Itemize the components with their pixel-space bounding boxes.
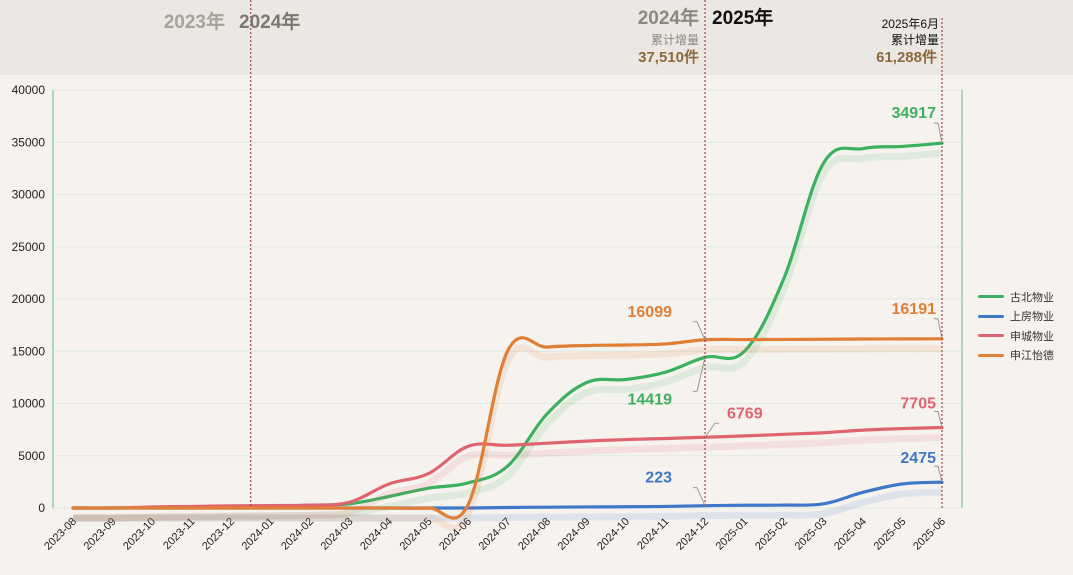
x-tick-label: 2024-12 <box>674 516 711 553</box>
cum-2025-value: 61,288件 <box>876 48 937 66</box>
legend-item[interactable]: 申江怡德 <box>978 346 1054 366</box>
x-tick-label: 2025-05 <box>872 516 909 553</box>
y-tick-label: 15000 <box>12 344 46 358</box>
x-tick-label: 2025-06 <box>911 516 948 553</box>
annotation-label: 2475 <box>900 450 936 467</box>
header-band <box>0 0 1073 75</box>
series-line-4 <box>71 336 944 520</box>
annotation-leader <box>693 357 706 392</box>
cum-2024-label: 累计增量 <box>651 33 699 47</box>
legend-swatch <box>978 334 1004 338</box>
annotation-leader <box>934 465 943 483</box>
cum-2024-value: 37,510件 <box>638 48 699 66</box>
annotation-label: 16191 <box>892 301 937 318</box>
legend-item[interactable]: 申城物业 <box>978 326 1054 346</box>
series-shadow <box>72 149 943 522</box>
legend-swatch <box>978 295 1004 299</box>
year-2023-label: 2023年 <box>164 10 225 33</box>
legend-label: 申城物业 <box>1010 330 1054 343</box>
y-tick-label: 20000 <box>12 292 46 306</box>
y-tick-label: 10000 <box>12 397 46 411</box>
annotation-leader <box>934 318 943 339</box>
year-2024-label: 2024年 <box>239 10 300 33</box>
annotation-label: 34917 <box>892 105 937 122</box>
cum-2025-label: 累计增量 <box>891 33 939 47</box>
legend-item[interactable]: 古北物业 <box>978 287 1054 307</box>
year-2025-label: 2025年 <box>712 6 773 29</box>
cum-2025-title: 2025年6月 <box>882 17 939 31</box>
y-tick-label: 40000 <box>12 83 46 97</box>
year-2024-right-label: 2024年 <box>638 6 699 29</box>
series-shadow <box>72 433 943 522</box>
legend-label: 申江怡德 <box>1010 350 1054 363</box>
series-lines <box>71 141 944 532</box>
y-axis-ticks: 0 5000 10000 15000 20000 25000 30000 35000 40000 <box>12 83 46 515</box>
annotation-leader <box>693 487 706 506</box>
series-line-3 <box>71 425 944 510</box>
series-line-2 <box>71 480 944 510</box>
y-tick-label: 5000 <box>18 449 45 463</box>
series-shadow <box>73 344 943 532</box>
legend-swatch <box>978 353 1004 357</box>
annotation-label: 7705 <box>900 395 936 412</box>
annotation-leader <box>704 422 719 438</box>
x-tick-label: 2024-08 <box>516 516 553 553</box>
legend-label: 古北物业 <box>1010 291 1054 304</box>
y-tick-label: 30000 <box>12 188 46 202</box>
y-tick-label: 25000 <box>12 240 46 254</box>
series-shadow <box>73 488 943 522</box>
legend: 古北物业上房物业申城物业申江怡德 <box>978 287 1054 365</box>
annotation-leader <box>693 321 706 340</box>
annotations: 34917 16191 7705 2475 16099 14419 6769 223 <box>628 105 943 506</box>
annotation-leader <box>934 410 943 428</box>
annotation-leader <box>934 122 943 144</box>
annotation-label: 6769 <box>727 405 763 422</box>
x-tick-label: 2025-02 <box>753 516 790 553</box>
x-tick-label: 2024-10 <box>595 516 632 553</box>
y-tick-label: 0 <box>38 501 45 515</box>
legend-item[interactable]: 上房物业 <box>978 307 1054 327</box>
annotation-label: 14419 <box>628 391 673 408</box>
annotation-label: 16099 <box>628 304 673 321</box>
legend-label: 上房物业 <box>1010 311 1054 324</box>
y-tick-label: 35000 <box>12 135 46 149</box>
x-tick-label: 2025-03 <box>793 516 830 553</box>
legend-swatch <box>978 314 1004 318</box>
x-tick-label: 2024-11 <box>635 516 671 552</box>
x-tick-label: 2025-04 <box>832 516 869 553</box>
annotation-label: 223 <box>645 470 672 487</box>
x-tick-label: 2024-09 <box>556 516 593 553</box>
x-tick-label: 2025-01 <box>714 516 751 553</box>
